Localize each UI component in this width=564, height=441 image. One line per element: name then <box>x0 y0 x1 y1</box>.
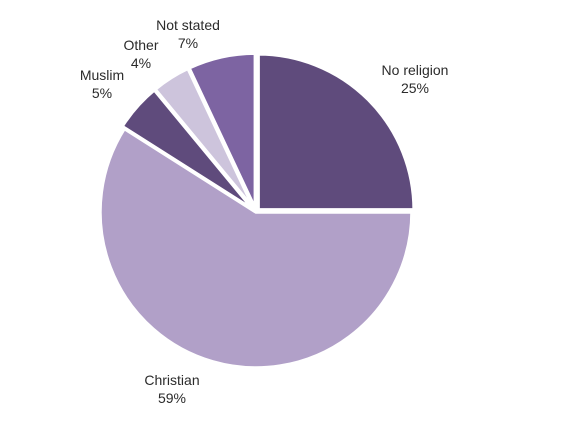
label-christian: Christian <box>144 372 199 388</box>
label-no-religion-percent: 25% <box>401 80 429 96</box>
label-other-percent: 4% <box>131 55 151 71</box>
label-muslim-percent: 5% <box>92 85 112 101</box>
label-not-stated-percent: 7% <box>178 35 198 51</box>
label-muslim: Muslim <box>80 67 124 83</box>
slice-no-religion <box>256 52 416 212</box>
label-other: Other <box>123 37 158 53</box>
slice-christian <box>98 125 414 370</box>
label-no-religion: No religion <box>382 62 449 78</box>
pie-slices <box>98 51 416 370</box>
slice-not-stated <box>186 51 258 210</box>
label-not-stated: Not stated <box>156 17 220 33</box>
label-christian-percent: 59% <box>158 390 186 406</box>
